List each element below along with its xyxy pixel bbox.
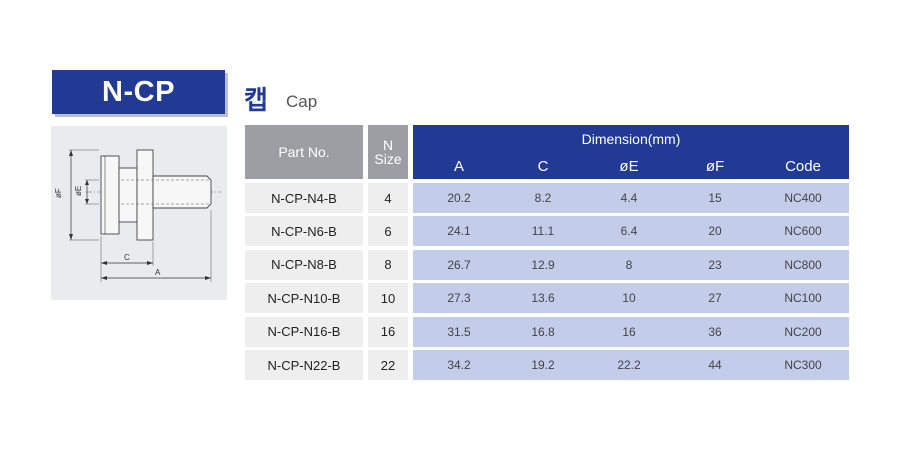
part-number-cell: N-CP-N8-B <box>245 249 363 280</box>
dimension-cell-f: 15 <box>708 191 722 205</box>
part-number-cell: N-CP-N16-B <box>245 316 363 347</box>
dimension-row-band <box>413 216 849 247</box>
c-dimension-label: C <box>124 253 130 262</box>
dimension-cell-e: 10 <box>622 291 636 306</box>
size-header-n: N <box>382 137 394 153</box>
dimension-cell-a: 24.1 <box>447 224 471 239</box>
column-header-c: C <box>537 157 549 175</box>
dimension-cell-f: 23 <box>708 257 722 272</box>
product-name-english: Cap <box>286 92 318 111</box>
dimension-cell-a: 20.2 <box>447 191 471 205</box>
column-header-code: Code <box>785 157 821 175</box>
dimension-cell-e: 4.4 <box>620 191 638 205</box>
dimension-row-band <box>413 183 849 213</box>
model-title: N-CP <box>102 75 175 108</box>
dimension-cell-c: 19.2 <box>531 358 555 372</box>
dimension-cell-code: NC100 <box>784 291 822 306</box>
model-badge: N-CP <box>52 70 225 114</box>
dimension-cell-code: NC600 <box>784 224 822 239</box>
part-number-cell: N-CP-N22-B <box>245 350 363 380</box>
part-number-cell: N-CP-N6-B <box>245 216 363 247</box>
size-cell: 10 <box>368 283 408 314</box>
size-cell: 4 <box>368 183 408 213</box>
dimension-cell-e: 8 <box>625 257 633 272</box>
size-cell: 6 <box>368 216 408 247</box>
dimension-cell-a: 34.2 <box>447 358 471 372</box>
dimension-cell-c: 11.1 <box>531 224 555 239</box>
dimension-cell-a: 26.7 <box>447 257 471 272</box>
product-name-korean: 캡 <box>244 86 268 116</box>
dimension-cell-e: 16 <box>622 324 636 339</box>
dimension-cell-code: NC300 <box>784 358 822 372</box>
dimension-row-band <box>413 316 849 347</box>
dimension-row-band <box>413 249 849 280</box>
body-shape <box>118 167 138 223</box>
dimension-column-bar <box>413 153 849 179</box>
f-dimension-label: øF <box>54 188 63 198</box>
size-header: N Size <box>368 125 408 179</box>
part-number-cell: N-CP-N4-B <box>245 183 363 213</box>
column-header-a: A <box>453 157 464 175</box>
dimension-cell-c: 13.6 <box>531 291 555 306</box>
hex-shape <box>136 149 154 241</box>
dimension-row-band <box>413 283 849 314</box>
dimension-cell-a: 31.5 <box>447 324 471 339</box>
dimension-cell-code: NC800 <box>784 257 822 272</box>
dimension-cell-c: 16.8 <box>531 324 555 339</box>
dimension-cell-f: 36 <box>708 324 722 339</box>
dimension-row-band <box>413 350 849 380</box>
dimension-cell-code: NC200 <box>784 324 822 339</box>
column-header-f: øF <box>705 157 725 175</box>
flange-shape <box>100 155 120 235</box>
size-cell: 16 <box>368 316 408 347</box>
part-no-header: Part No. <box>245 125 363 179</box>
dimension-cell-c: 12.9 <box>531 257 555 272</box>
dimension-cell-e: 22.2 <box>617 358 641 372</box>
size-cell: 8 <box>368 249 408 280</box>
cap-drawing-svg: øF øE C A <box>54 149 221 282</box>
dimension-cell-c: 8.2 <box>534 191 552 205</box>
part-number-cell: N-CP-N10-B <box>245 283 363 314</box>
size-cell: 22 <box>368 350 408 380</box>
column-header-e: øE <box>619 157 639 175</box>
dimension-cell-f: 20 <box>708 224 722 239</box>
dimension-cell-f: 44 <box>708 358 722 372</box>
dimension-cell-f: 27 <box>708 291 722 306</box>
size-header-size: Size <box>374 151 402 167</box>
tail-shape <box>152 175 212 209</box>
dimension-cell-e: 6.4 <box>620 224 638 239</box>
dimension-cell-code: NC400 <box>784 191 822 205</box>
dimension-header: Dimension(mm) <box>413 125 849 153</box>
a-dimension-label: A <box>155 268 161 277</box>
e-dimension-label: øE <box>74 186 83 196</box>
dimension-cell-a: 27.3 <box>447 291 471 306</box>
technical-drawing: øF øE C A <box>51 126 227 300</box>
